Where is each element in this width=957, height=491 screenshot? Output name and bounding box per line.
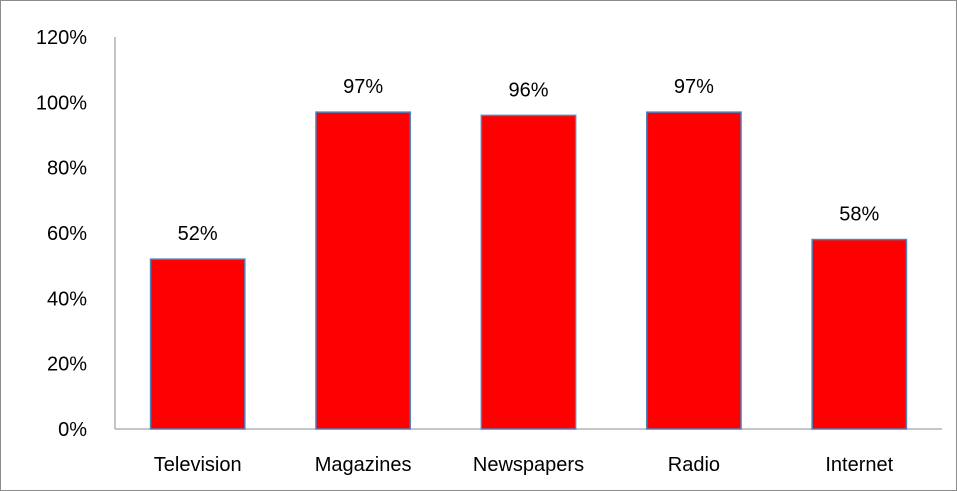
bars-group: [149, 111, 908, 430]
data-label-television: 52%: [178, 223, 218, 245]
y-tick-label: 120%: [36, 27, 87, 49]
data-label-newspapers: 96%: [508, 79, 548, 101]
y-tick-label: 100%: [36, 92, 87, 114]
x-category-label: Radio: [668, 454, 720, 476]
bar-radio: [646, 111, 742, 430]
y-tick-label: 0%: [58, 419, 87, 441]
data-label-internet: 58%: [839, 204, 879, 226]
x-category-label: Internet: [825, 454, 893, 476]
bar-television: [149, 258, 246, 430]
x-axis-labels: Television Magazines Newspapers Radio Intern…: [154, 454, 894, 476]
data-label-radio: 97%: [674, 76, 714, 98]
x-category-label: Newspapers: [473, 454, 584, 476]
y-tick-label: 40%: [47, 288, 87, 310]
x-category-label: Magazines: [315, 454, 412, 476]
data-label-magazines: 97%: [343, 76, 383, 98]
x-category-label: Television: [154, 454, 242, 476]
y-tick-label: 60%: [47, 223, 87, 245]
y-axis-ticks: 0% 20% 40% 60% 80% 100% 120%: [36, 27, 87, 441]
bar-internet: [811, 238, 908, 430]
bar-magazines: [315, 111, 411, 430]
bar-newspapers: [480, 114, 577, 430]
y-tick-label: 80%: [47, 158, 87, 180]
data-labels-group: 52% 97% 96% 97% 58%: [178, 76, 880, 245]
y-tick-label: 20%: [47, 354, 87, 376]
